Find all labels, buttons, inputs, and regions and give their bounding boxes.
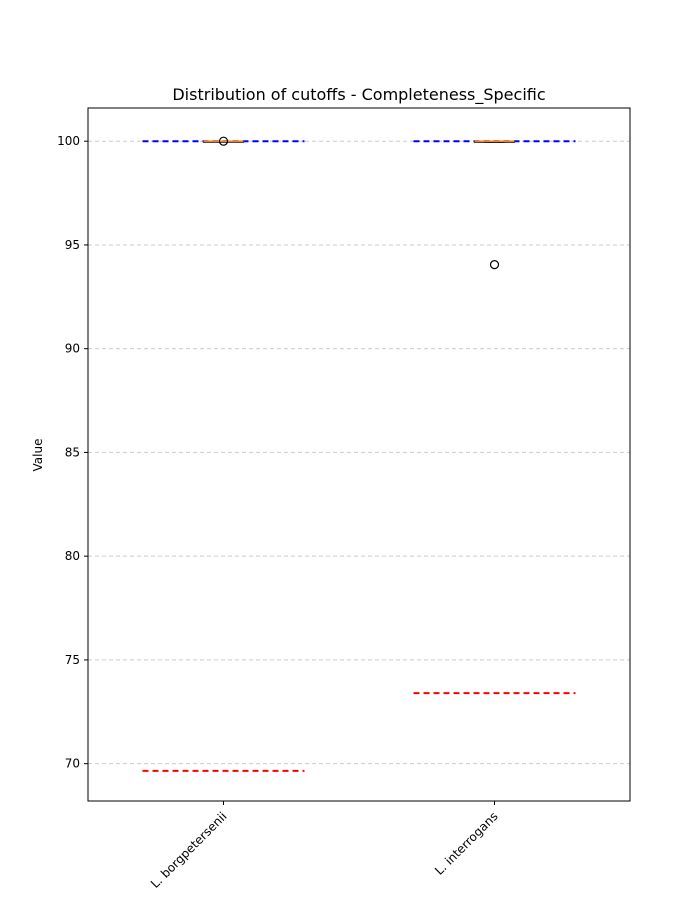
- y-axis: 70 75 80 85 90 95 100: [57, 134, 88, 771]
- y-axis-label: Value: [31, 439, 45, 472]
- boxes: [203, 136, 515, 270]
- chart-title: Distribution of cutoffs - Completeness_S…: [172, 85, 545, 105]
- x-tick-label: L. interrogans: [432, 809, 501, 878]
- y-tick-label: 85: [65, 445, 80, 459]
- y-tick-label: 75: [65, 653, 80, 667]
- x-axis: L. borgpetersenii L. interrogans: [148, 801, 501, 891]
- plot-frame: [87, 107, 631, 802]
- grid: [88, 140, 630, 765]
- y-tick-label: 80: [65, 549, 80, 563]
- y-tick-label: 100: [57, 134, 80, 148]
- outlier-point: [489, 260, 500, 270]
- y-tick-label: 90: [65, 342, 80, 356]
- reference-lines: [142, 140, 576, 772]
- y-tick-label: 95: [65, 238, 80, 252]
- y-tick-label: 70: [65, 757, 80, 771]
- outlier-point: [218, 136, 229, 146]
- x-tick-label: L. borgpetersenii: [148, 809, 230, 891]
